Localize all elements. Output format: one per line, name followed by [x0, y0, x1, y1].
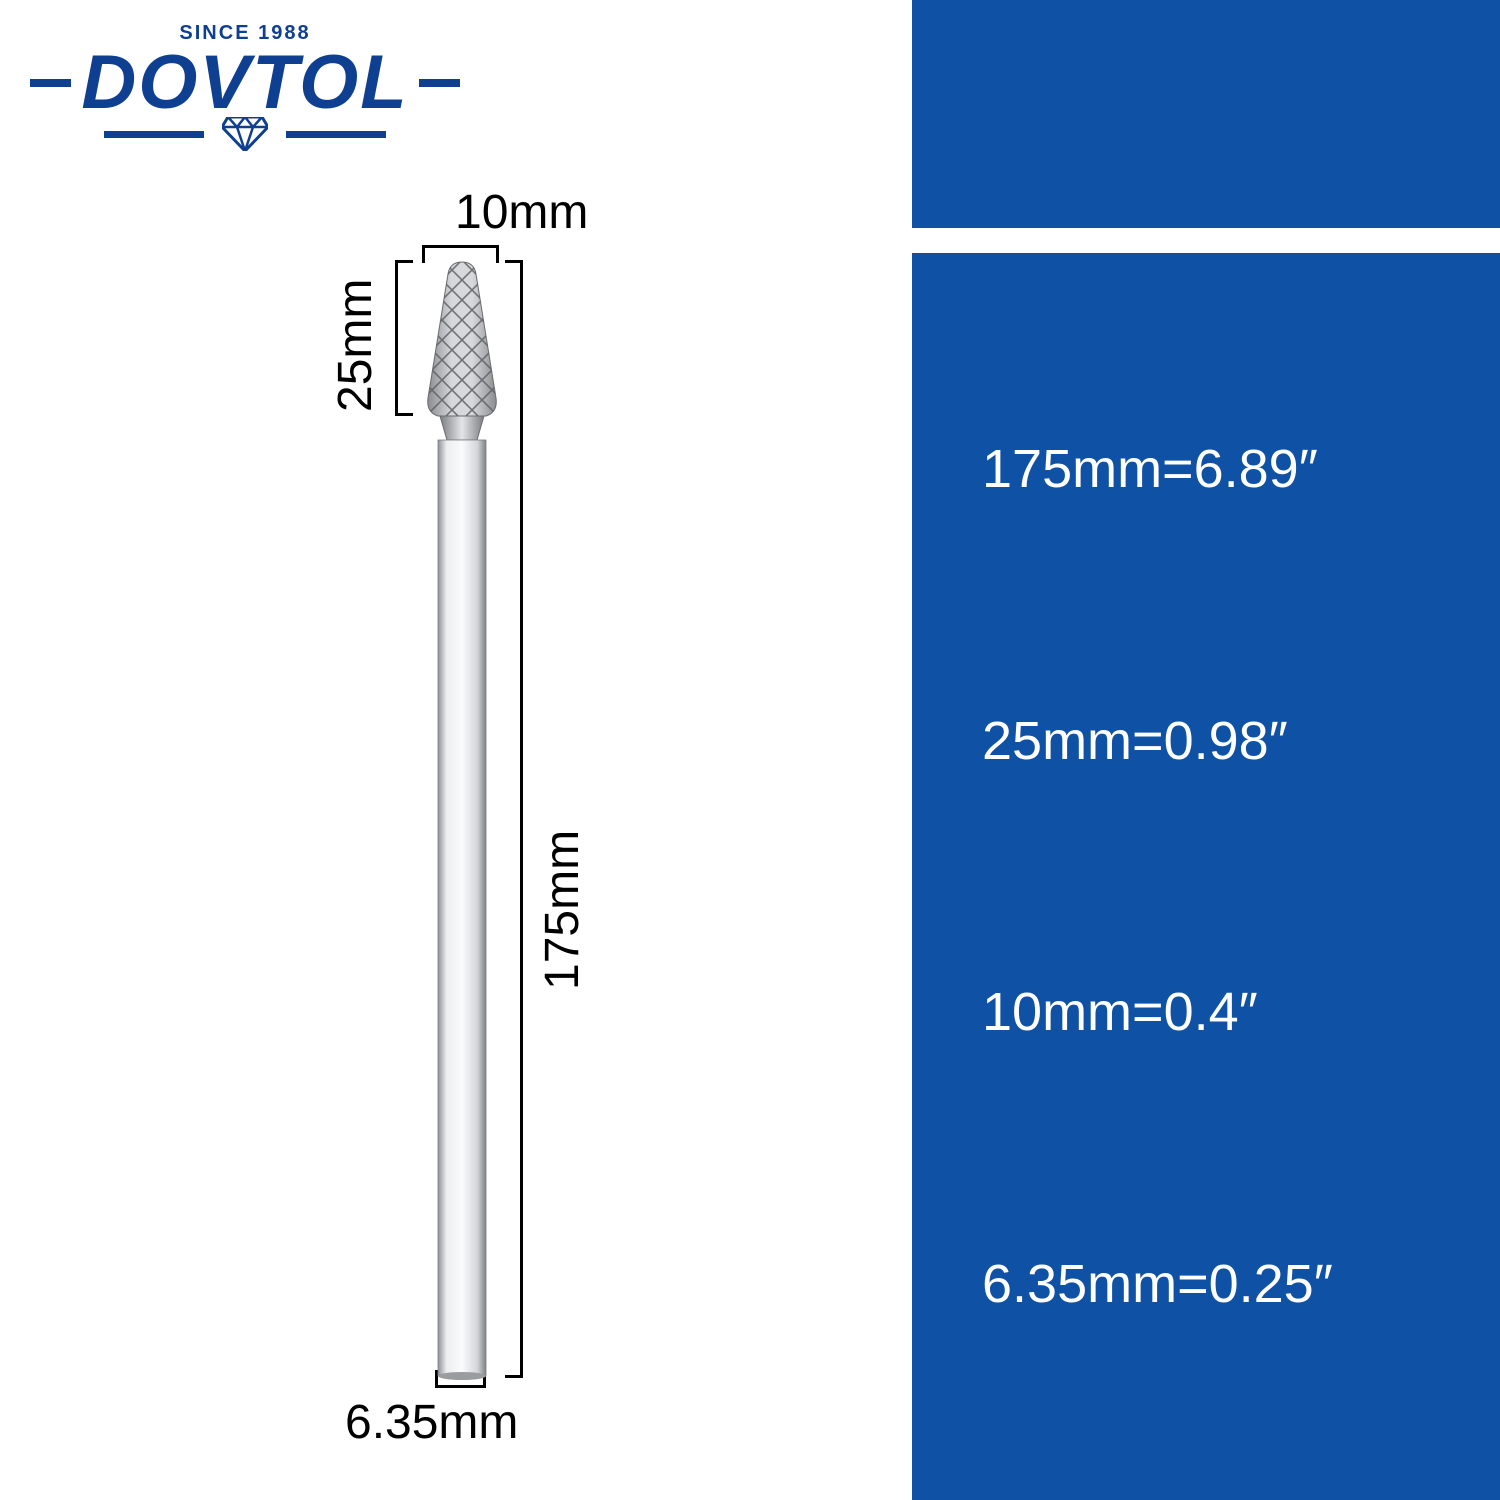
dimension-head-diameter: 10mm [455, 185, 588, 240]
burr-shank [438, 440, 486, 1376]
brand-logo: SINCE 1988 DOVTOL [30, 22, 460, 151]
conversion-item: 6.35mm=0.25″ [982, 1253, 1500, 1315]
logo-bar-right [419, 79, 460, 87]
conversion-list: 175mm=6.89″ 25mm=0.98″ 10mm=0.4″ 6.35mm=… [912, 253, 1500, 1500]
dimension-line [395, 260, 398, 415]
dimension-line [435, 1385, 485, 1388]
dimension-head-length: 25mm [328, 279, 383, 412]
dimension-tick [395, 413, 413, 416]
conversion-item: 175mm=6.89″ [982, 438, 1500, 500]
burr-neck [440, 416, 484, 440]
conversion-item: 10mm=0.4″ [982, 981, 1500, 1043]
logo-underline-right [286, 131, 386, 138]
burr-shank-end [438, 1372, 486, 1380]
brand-name: DOVTOL [77, 45, 412, 121]
brand-name-row: DOVTOL [30, 45, 460, 121]
decorative-blue-panel-top [912, 0, 1500, 228]
logo-bar-left [30, 79, 71, 87]
dimension-tick [505, 260, 523, 263]
dimension-tick [395, 260, 413, 263]
carbide-burr-illustration [422, 260, 502, 1380]
dimension-shank-diameter: 6.35mm [345, 1395, 518, 1450]
diamond-icon [222, 117, 268, 151]
dimension-line [422, 245, 498, 248]
dimension-tick [505, 1375, 523, 1378]
conversion-item: 25mm=0.98″ [982, 710, 1500, 772]
logo-underline-left [104, 131, 204, 138]
dimension-line [520, 260, 523, 1378]
dimension-overall-length: 175mm [535, 830, 590, 990]
